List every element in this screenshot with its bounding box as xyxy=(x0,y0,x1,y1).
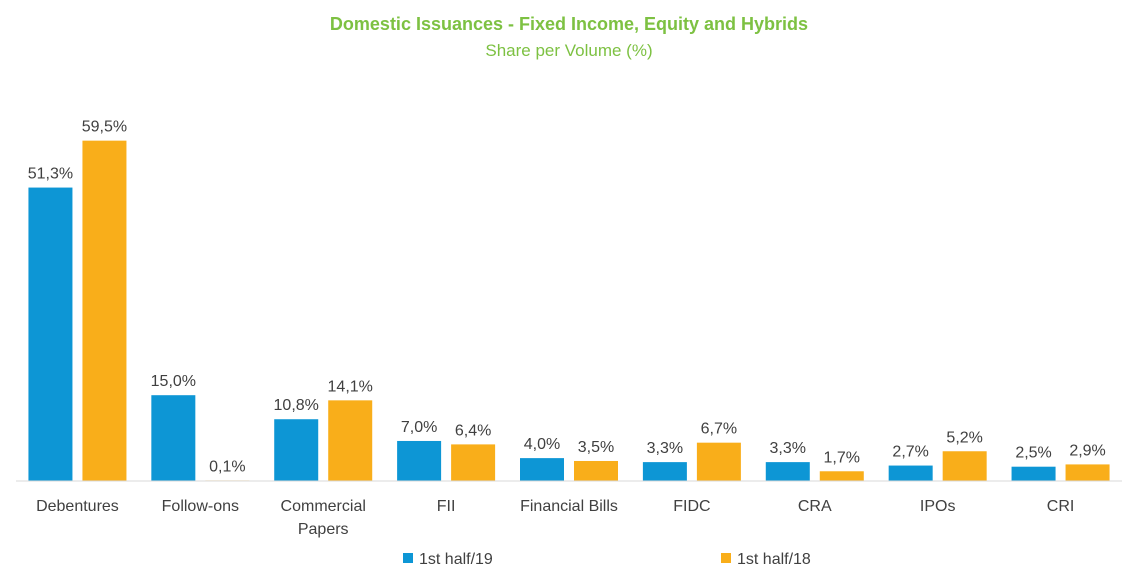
category-label: CRI xyxy=(1047,498,1075,515)
category-label-line: Debentures xyxy=(36,498,119,515)
category-label-line: CRA xyxy=(798,498,832,515)
data-label: 4,0% xyxy=(524,436,560,453)
legend: 1st half/19 1st half/18 xyxy=(403,551,811,568)
bar xyxy=(642,462,687,481)
data-label: 14,1% xyxy=(328,378,373,395)
bar xyxy=(942,451,987,481)
bar xyxy=(888,465,933,481)
bar xyxy=(451,444,496,481)
bar xyxy=(1065,464,1110,481)
category-label: FII xyxy=(437,498,456,515)
bar xyxy=(696,442,741,481)
category-label-line: Papers xyxy=(298,521,349,538)
bar xyxy=(328,400,373,481)
category-label: Financial Bills xyxy=(520,498,618,515)
bar xyxy=(151,395,196,481)
data-label: 1,7% xyxy=(824,449,860,466)
data-label: 2,5% xyxy=(1015,445,1051,462)
data-labels-layer: 51,3% 59,5% 15,0% 0,1% 10,8% 14,1% 7,0% 6,4% 4,0… xyxy=(28,119,1106,476)
data-label: 0,1% xyxy=(209,458,245,475)
data-label: 2,9% xyxy=(1069,442,1105,459)
data-label: 3,5% xyxy=(578,439,614,456)
category-label: Commercial Papers xyxy=(281,498,366,538)
category-label: Follow-ons xyxy=(162,498,239,515)
category-label-line: FII xyxy=(437,498,456,515)
legend-label: 1st half/18 xyxy=(737,551,811,568)
data-label: 51,3% xyxy=(28,166,73,183)
bar xyxy=(274,419,319,481)
data-label: 6,4% xyxy=(455,422,491,439)
data-label: 3,3% xyxy=(647,440,683,457)
category-label-line: Follow-ons xyxy=(162,498,239,515)
bar xyxy=(1011,466,1056,481)
category-labels-layer: Debentures Follow-ons Commercial Papers FII F… xyxy=(36,498,1074,538)
data-label: 15,0% xyxy=(151,373,196,390)
category-label-line: Commercial xyxy=(281,498,366,515)
data-label: 7,0% xyxy=(401,419,437,436)
data-label: 6,7% xyxy=(701,421,737,438)
category-label-line: FIDC xyxy=(673,498,710,515)
data-label: 10,8% xyxy=(274,397,319,414)
category-label: Debentures xyxy=(36,498,119,515)
chart-title: Domestic Issuances - Fixed Income, Equit… xyxy=(330,14,808,34)
bar xyxy=(28,187,73,481)
bar xyxy=(819,471,864,481)
category-label: CRA xyxy=(798,498,832,515)
category-label-line: CRI xyxy=(1047,498,1075,515)
chart-subtitle: Share per Volume (%) xyxy=(485,41,652,60)
bars-layer xyxy=(28,140,1110,482)
bar xyxy=(397,440,442,481)
category-label: FIDC xyxy=(673,498,710,515)
legend-swatch xyxy=(721,553,731,563)
bar xyxy=(765,462,810,481)
category-label-line: IPOs xyxy=(920,498,956,515)
legend-swatch xyxy=(403,553,413,563)
category-label: IPOs xyxy=(920,498,956,515)
category-label-line: Financial Bills xyxy=(520,498,618,515)
data-label: 5,2% xyxy=(946,429,982,446)
bar xyxy=(520,458,564,481)
data-label: 3,3% xyxy=(770,440,806,457)
bar xyxy=(574,460,618,481)
data-label: 2,7% xyxy=(892,444,928,461)
data-label: 59,5% xyxy=(82,119,127,136)
legend-label: 1st half/19 xyxy=(419,551,493,568)
bar xyxy=(82,140,127,481)
